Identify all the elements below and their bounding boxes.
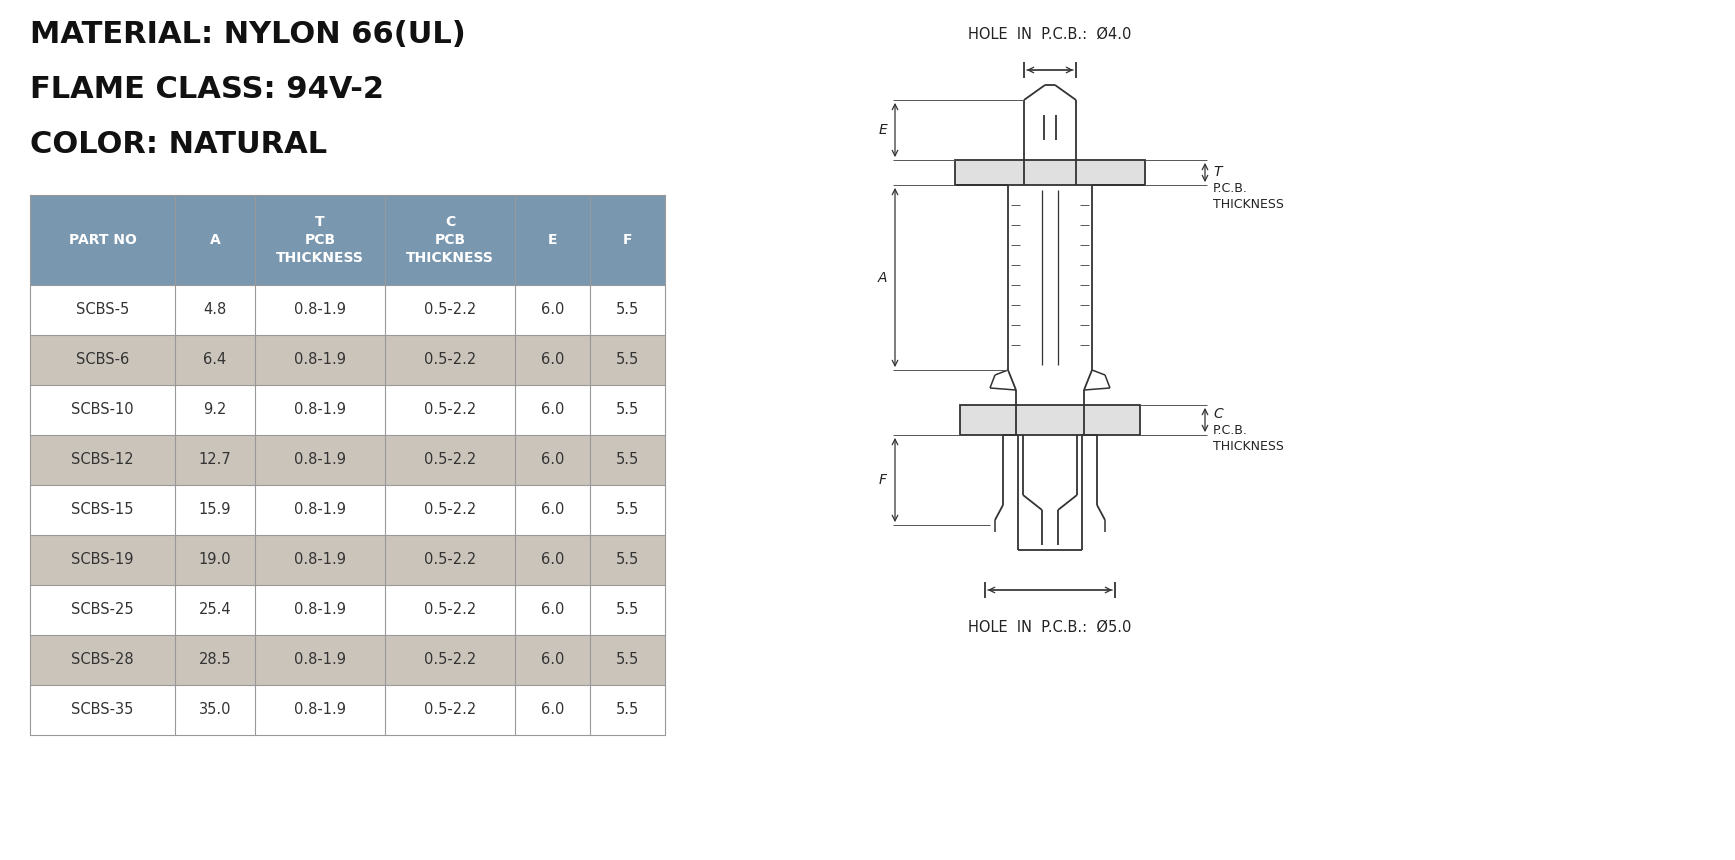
Text: T
PCB
THICKNESS: T PCB THICKNESS	[276, 215, 364, 266]
Text: 25.4: 25.4	[200, 603, 231, 617]
Text: 0.8-1.9: 0.8-1.9	[293, 303, 345, 317]
Bar	[29, 385, 665, 435]
Text: 12.7: 12.7	[198, 452, 231, 468]
Bar	[29, 635, 665, 685]
Bar	[29, 285, 665, 335]
Text: C
PCB
THICKNESS: C PCB THICKNESS	[406, 215, 494, 266]
Text: 6.0: 6.0	[541, 353, 564, 367]
Text: 6.0: 6.0	[541, 653, 564, 667]
Text: MATERIAL: NYLON 66(UL): MATERIAL: NYLON 66(UL)	[29, 20, 465, 49]
Text: SCBS-25: SCBS-25	[71, 603, 134, 617]
Text: 5.5: 5.5	[616, 653, 638, 667]
Text: FLAME CLASS: 94V-2: FLAME CLASS: 94V-2	[29, 75, 383, 104]
Text: 28.5: 28.5	[200, 653, 231, 667]
Text: 0.5-2.2: 0.5-2.2	[423, 653, 475, 667]
Bar	[29, 535, 665, 585]
Text: 6.0: 6.0	[541, 703, 564, 717]
Text: 0.5-2.2: 0.5-2.2	[423, 402, 475, 417]
Text: 19.0: 19.0	[200, 552, 231, 568]
Text: 0.5-2.2: 0.5-2.2	[423, 502, 475, 518]
Text: 0.5-2.2: 0.5-2.2	[423, 452, 475, 468]
Text: F: F	[623, 233, 632, 247]
Text: E: E	[548, 233, 557, 247]
Text: SCBS-35: SCBS-35	[71, 703, 134, 717]
Text: 0.5-2.2: 0.5-2.2	[423, 603, 475, 617]
Text: 6.0: 6.0	[541, 402, 564, 417]
Text: C: C	[1213, 407, 1223, 421]
Bar	[954, 160, 1145, 185]
Text: E: E	[878, 123, 887, 137]
Text: 0.8-1.9: 0.8-1.9	[293, 552, 345, 568]
Text: 5.5: 5.5	[616, 402, 638, 417]
Text: 9.2: 9.2	[203, 402, 227, 417]
Text: 5.5: 5.5	[616, 703, 638, 717]
Text: 6.0: 6.0	[541, 502, 564, 518]
Text: 0.5-2.2: 0.5-2.2	[423, 703, 475, 717]
Text: SCBS-6: SCBS-6	[76, 353, 128, 367]
Text: A: A	[210, 233, 220, 247]
Text: SCBS-10: SCBS-10	[71, 402, 134, 417]
Text: 0.5-2.2: 0.5-2.2	[423, 303, 475, 317]
Text: 0.8-1.9: 0.8-1.9	[293, 502, 345, 518]
Bar	[29, 335, 665, 385]
Text: 0.5-2.2: 0.5-2.2	[423, 353, 475, 367]
Text: SCBS-12: SCBS-12	[71, 452, 134, 468]
Text: 6.0: 6.0	[541, 303, 564, 317]
Text: 4.8: 4.8	[203, 303, 227, 317]
Text: HOLE  IN  P.C.B.:  Ø4.0: HOLE IN P.C.B.: Ø4.0	[968, 27, 1131, 42]
Text: 35.0: 35.0	[200, 703, 231, 717]
Text: T: T	[1213, 165, 1221, 179]
Text: 0.8-1.9: 0.8-1.9	[293, 452, 345, 468]
Text: 0.5-2.2: 0.5-2.2	[423, 552, 475, 568]
Text: HOLE  IN  P.C.B.:  Ø5.0: HOLE IN P.C.B.: Ø5.0	[968, 620, 1131, 635]
Bar	[29, 685, 665, 735]
Text: SCBS-19: SCBS-19	[71, 552, 134, 568]
Text: 6.0: 6.0	[541, 603, 564, 617]
Text: 5.5: 5.5	[616, 552, 638, 568]
Bar	[29, 485, 665, 535]
Bar	[959, 405, 1140, 435]
Bar	[29, 195, 665, 285]
Text: 0.8-1.9: 0.8-1.9	[293, 703, 345, 717]
Text: A: A	[878, 271, 887, 285]
Text: 0.8-1.9: 0.8-1.9	[293, 653, 345, 667]
Text: 6.0: 6.0	[541, 452, 564, 468]
Text: SCBS-28: SCBS-28	[71, 653, 134, 667]
Text: P.C.B.: P.C.B.	[1213, 182, 1247, 195]
Text: THICKNESS: THICKNESS	[1213, 198, 1284, 211]
Text: 5.5: 5.5	[616, 303, 638, 317]
Text: 0.8-1.9: 0.8-1.9	[293, 353, 345, 367]
Text: 6.4: 6.4	[203, 353, 227, 367]
Text: F: F	[880, 473, 887, 487]
Text: 5.5: 5.5	[616, 452, 638, 468]
Text: 6.0: 6.0	[541, 552, 564, 568]
Text: 5.5: 5.5	[616, 353, 638, 367]
Text: SCBS-15: SCBS-15	[71, 502, 134, 518]
Text: COLOR: NATURAL: COLOR: NATURAL	[29, 130, 328, 159]
Text: P.C.B.: P.C.B.	[1213, 424, 1247, 437]
Text: THICKNESS: THICKNESS	[1213, 440, 1284, 453]
Text: 5.5: 5.5	[616, 603, 638, 617]
Text: 0.8-1.9: 0.8-1.9	[293, 603, 345, 617]
Text: PART NO: PART NO	[69, 233, 137, 247]
Bar	[29, 435, 665, 485]
Text: 0.8-1.9: 0.8-1.9	[293, 402, 345, 417]
Text: SCBS-5: SCBS-5	[76, 303, 128, 317]
Text: 15.9: 15.9	[200, 502, 231, 518]
Text: 5.5: 5.5	[616, 502, 638, 518]
Bar	[29, 585, 665, 635]
